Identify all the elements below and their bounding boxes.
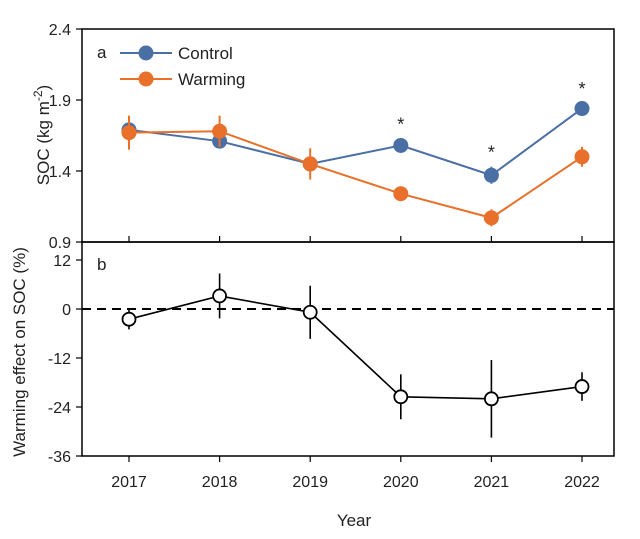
- data-point-warming-effect: [574, 379, 590, 394]
- data-point-warming: [574, 149, 590, 165]
- x-tick-label: 2022: [564, 474, 600, 491]
- panel-b-ylabel: Warming effect on SOC (%): [10, 247, 29, 457]
- panel-b-letter: b: [97, 255, 106, 274]
- legend: Control Warming: [120, 44, 245, 89]
- panel-b-ytick-label: 0: [62, 302, 71, 319]
- panel-a-frame: [81, 28, 615, 243]
- legend-label-control: Control: [178, 44, 233, 63]
- data-point-warming-effect: [393, 389, 409, 405]
- series-line-control: [128, 107, 583, 177]
- legend-label-warming: Warming: [178, 70, 245, 89]
- x-tick-label: 2019: [292, 474, 328, 491]
- panel-b-ytick-label: -12: [48, 351, 71, 368]
- data-point-control: [574, 101, 590, 117]
- data-point-warming: [393, 186, 409, 202]
- x-tick-label: 2017: [111, 474, 147, 491]
- significance-marker: *: [488, 143, 495, 163]
- x-tick-label: 2020: [383, 474, 419, 491]
- significance-marker: *: [397, 114, 404, 134]
- x-tick-label: 2021: [474, 474, 510, 491]
- data-point-warming: [212, 123, 228, 139]
- panel-b-ytick-label: -36: [48, 449, 71, 466]
- data-point-warming: [483, 210, 499, 226]
- panel-a-plot: 0.9 1.4 1.9 2.4 * * *: [49, 22, 590, 252]
- legend-marker-warming: [138, 71, 154, 87]
- data-point-warming: [121, 125, 137, 141]
- data-point-warming-effect: [483, 391, 499, 407]
- panel-a-ytick-label: 1.4: [49, 164, 71, 181]
- panel-a-ytick-label: 1.9: [49, 93, 71, 110]
- panel-b-plot: 12 0 -12 -24 -36 2017 2018 2019 2020 2021 2022: [48, 253, 614, 491]
- data-point-control: [483, 167, 499, 183]
- panel-a-ytick-label: 0.9: [49, 235, 71, 252]
- x-axis-title: Year: [337, 511, 372, 530]
- data-point-warming: [302, 156, 318, 172]
- data-point-warming-effect: [121, 311, 137, 327]
- data-point-warming-effect: [302, 304, 318, 320]
- panel-b-frame: [81, 241, 615, 457]
- panel-b-ytick-label: -24: [48, 400, 71, 417]
- series-line-warming-effect: [128, 295, 583, 400]
- data-point-warming-effect: [212, 288, 228, 304]
- panel-a-ytick-label: 2.4: [49, 22, 71, 39]
- x-tick-label: 2018: [202, 474, 238, 491]
- legend-marker-control: [138, 45, 154, 61]
- data-point-control: [393, 137, 409, 153]
- series-line-warming: [128, 130, 583, 219]
- panel-b-ytick-label: 12: [53, 253, 71, 270]
- panel-a-ylabel: SOC (kg m-2): [31, 85, 53, 185]
- panel-a-letter: a: [97, 43, 107, 62]
- significance-marker: *: [578, 79, 585, 99]
